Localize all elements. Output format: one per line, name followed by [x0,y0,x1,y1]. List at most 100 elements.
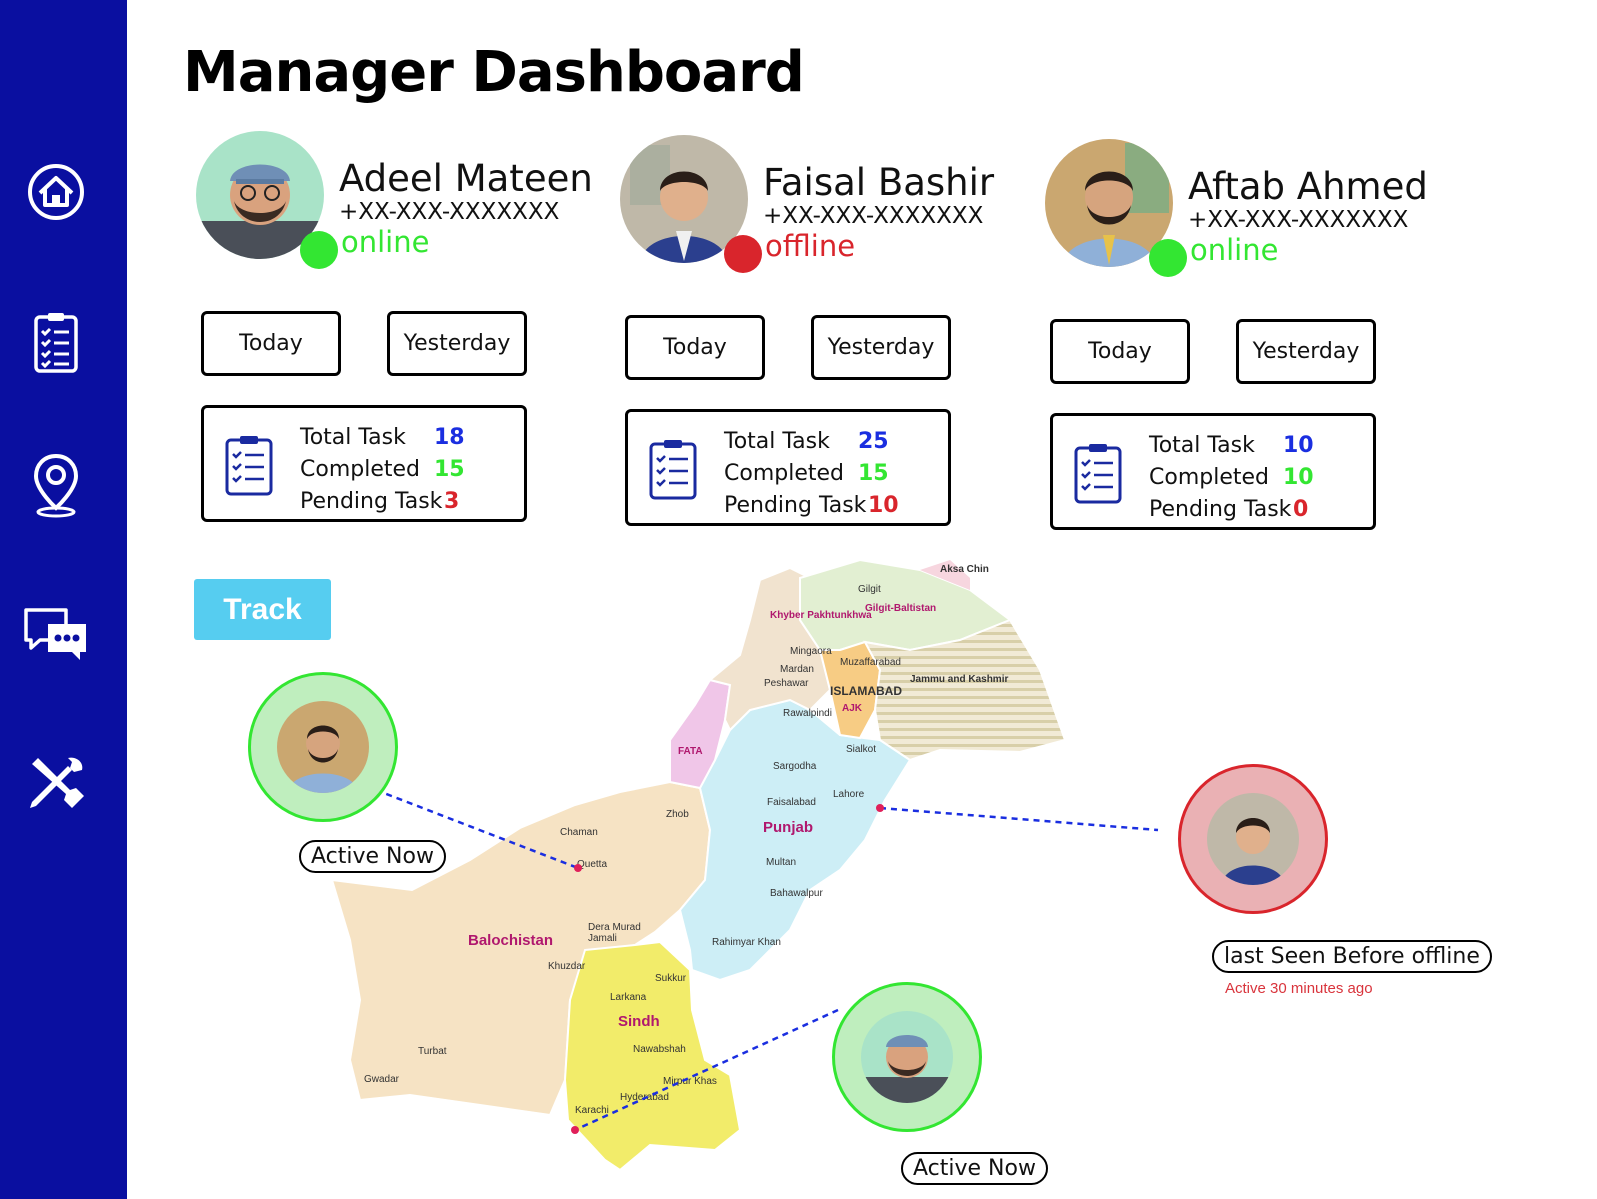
last-active-note: Active 30 minutes ago [1225,980,1373,997]
active-now-label: Active Now [299,840,446,873]
region-label: Jammu and Kashmir [910,674,1009,685]
manager-status: online [1190,233,1279,267]
active-now-label: Active Now [901,1152,1048,1185]
today-button[interactable]: Today [625,315,765,380]
completed-value: 10 [1283,465,1314,490]
city-label: Hyderabad [620,1092,669,1103]
city-label: Multan [766,857,797,868]
city-label: Larkana [610,992,647,1003]
task-stats-card: Total Task 25 Completed 15 Pending Task 10 [625,409,951,526]
city-label: Quetta [577,859,608,870]
city-label: Gilgit [858,584,881,595]
city-label: Dera Murad Jamali [588,922,641,944]
clipboard-icon [1074,444,1122,504]
city-label: Turbat [418,1046,447,1057]
region-label: Sindh [618,1013,660,1030]
location-pin-icon[interactable] [20,448,92,520]
manager-card: Faisal Bashir +XX-XXX-XXXXXXX offline To… [620,135,1020,545]
city-label: Zhob [666,809,689,820]
online-status-dot [300,231,338,269]
completed-value: 15 [858,461,889,486]
tracker-avatar[interactable] [832,982,982,1132]
manager-card: Aftab Ahmed +XX-XXX-XXXXXXX online Today… [1045,139,1445,549]
city-label: Lahore [833,789,865,800]
task-stats-card: Total Task 18 Completed 15 Pending Task 3 [201,405,527,522]
city-label: Faisalabad [767,797,816,808]
city-label: Bahawalpur [770,888,823,899]
city-label: Mingaora [790,646,832,657]
task-stats-card: Total Task 10 Completed 10 Pending Task 0 [1050,413,1376,530]
pakistan-map[interactable]: Balochistan Sindh Punjab Khyber Pakhtunk… [320,558,1100,1190]
city-label: Sukkur [655,973,687,984]
manager-phone: +XX-XXX-XXXXXXX [339,199,560,225]
map-shape [330,558,1067,1172]
page-title: Manager Dashboard [183,40,805,105]
city-label: Gwadar [364,1074,400,1085]
total-task-label: Total Task [724,429,830,454]
yesterday-button[interactable]: Yesterday [811,315,951,380]
city-label: Rahimyar Khan [712,937,781,948]
city-label: Chaman [560,827,598,838]
completed-label: Completed [300,457,420,482]
region-label: AJK [842,703,863,714]
total-task-value: 10 [1283,433,1314,458]
region-label: Khyber Pakhtunkhwa [770,610,872,621]
tracker-avatar[interactable] [1178,764,1328,914]
city-label: Khuzdar [548,961,586,972]
clipboard-icon[interactable] [20,305,92,377]
city-label: Mirpur Khas [663,1076,717,1087]
total-task-label: Total Task [300,425,406,450]
yesterday-button[interactable]: Yesterday [387,311,527,376]
pending-task-value: 3 [444,489,460,514]
manager-status: online [341,225,430,259]
city-label: Nawabshah [633,1044,686,1055]
city-label: Sialkot [846,744,877,755]
city-label: Peshawar [764,678,809,689]
completed-label: Completed [1149,465,1269,490]
tools-icon[interactable] [20,748,92,820]
home-icon[interactable] [20,156,92,228]
completed-label: Completed [724,461,844,486]
completed-value: 15 [434,457,465,482]
manager-name: Aftab Ahmed [1188,165,1428,208]
city-label: ISLAMABAD [830,684,902,698]
region-label: Aksa Chin [940,564,989,575]
track-button[interactable]: Track [194,579,331,640]
clipboard-icon [649,440,697,500]
offline-status-dot [724,235,762,273]
pending-task-label: Pending Task [300,489,443,514]
manager-name: Adeel Mateen [339,157,593,200]
today-button[interactable]: Today [201,311,341,376]
manager-status: offline [765,229,856,263]
city-label: Muzaffarabad [840,657,901,668]
pending-task-value: 10 [868,493,899,518]
chat-icon[interactable] [20,598,92,670]
manager-phone: +XX-XXX-XXXXXXX [763,203,984,229]
total-task-label: Total Task [1149,433,1255,458]
today-button[interactable]: Today [1050,319,1190,384]
avatar[interactable] [196,131,338,269]
online-status-dot [1149,239,1187,277]
manager-phone: +XX-XXX-XXXXXXX [1188,207,1409,233]
pending-task-label: Pending Task [724,493,867,518]
manager-name: Faisal Bashir [763,161,995,204]
avatar[interactable] [1045,139,1187,277]
manager-card: Adeel Mateen +XX-XXX-XXXXXXX online Toda… [196,131,596,541]
total-task-value: 25 [858,429,889,454]
pending-task-label: Pending Task [1149,497,1292,522]
avatar[interactable] [620,135,762,273]
sidebar [0,0,127,1199]
region-label: FATA [678,746,703,757]
region-label: Punjab [763,819,814,836]
tracker-avatar[interactable] [248,672,398,822]
city-label: Karachi [575,1105,609,1116]
clipboard-icon [225,436,273,496]
region-label: Gilgit-Baltistan [865,603,937,614]
pending-task-value: 0 [1293,497,1309,522]
region-label: Balochistan [468,932,554,949]
city-label: Mardan [780,664,814,675]
last-seen-label: last Seen Before offline [1212,940,1492,973]
city-label: Sargodha [773,761,817,772]
total-task-value: 18 [434,425,465,450]
yesterday-button[interactable]: Yesterday [1236,319,1376,384]
